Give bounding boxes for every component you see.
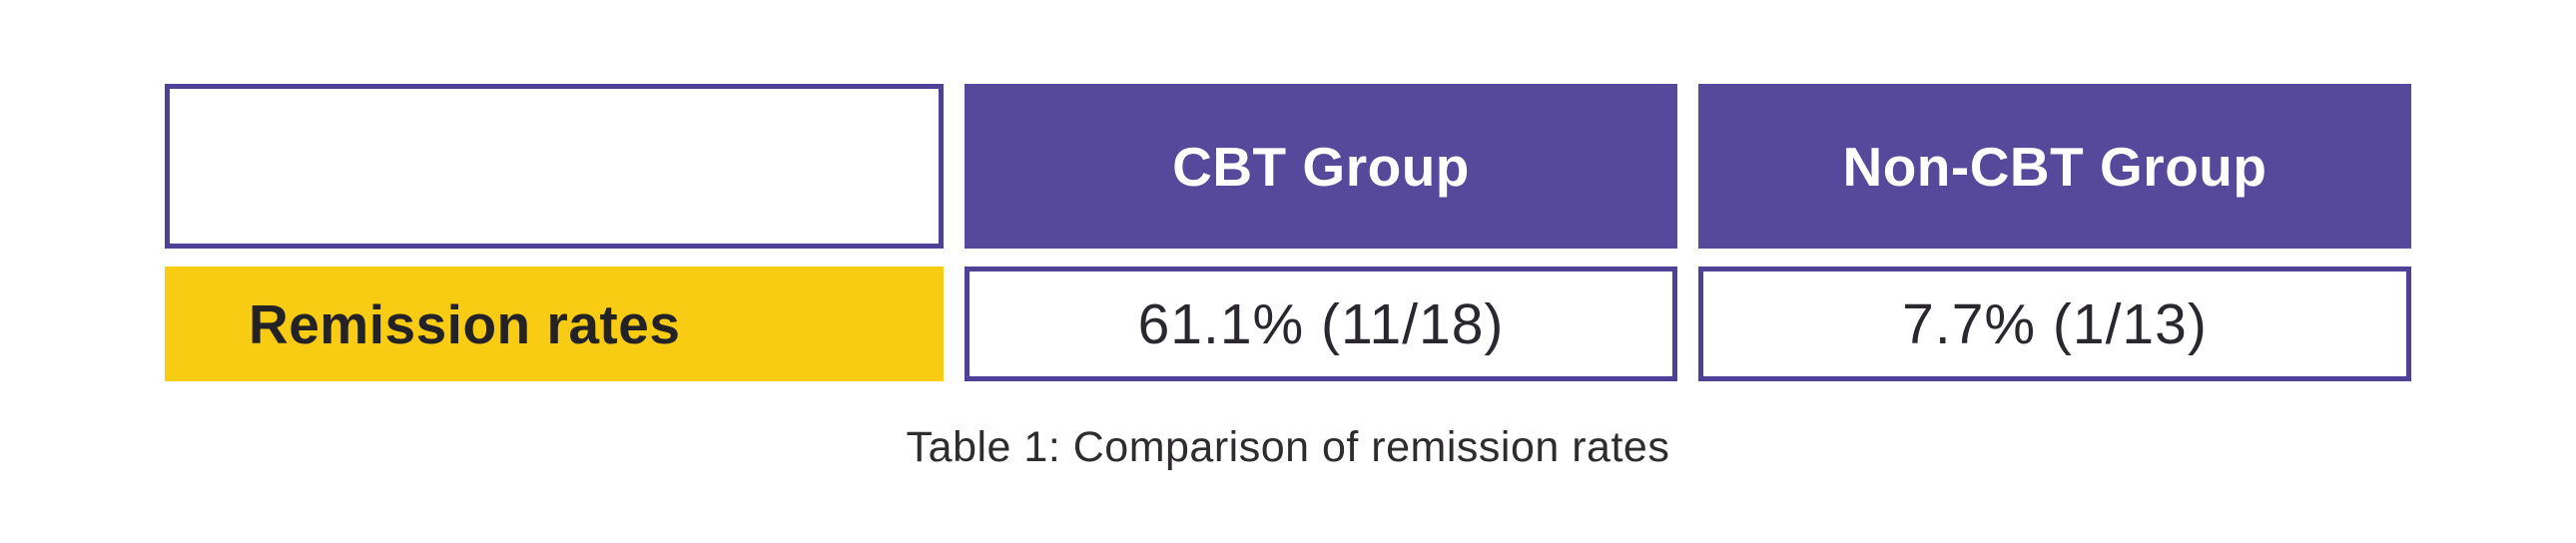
table-corner-cell bbox=[165, 84, 944, 249]
cell-non-cbt-remission-value: 7.7% (1/13) bbox=[1698, 267, 2411, 381]
column-header-cbt-group: CBT Group bbox=[965, 84, 1677, 249]
table-caption: Table 1: Comparison of remission rates bbox=[906, 423, 1670, 471]
comparison-table: CBT Group Non-CBT Group Remission rates … bbox=[165, 84, 2411, 381]
column-header-non-cbt-group: Non-CBT Group bbox=[1698, 84, 2411, 249]
cell-cbt-remission-value: 61.1% (11/18) bbox=[965, 267, 1677, 381]
row-label-remission-rates: Remission rates bbox=[165, 267, 944, 381]
